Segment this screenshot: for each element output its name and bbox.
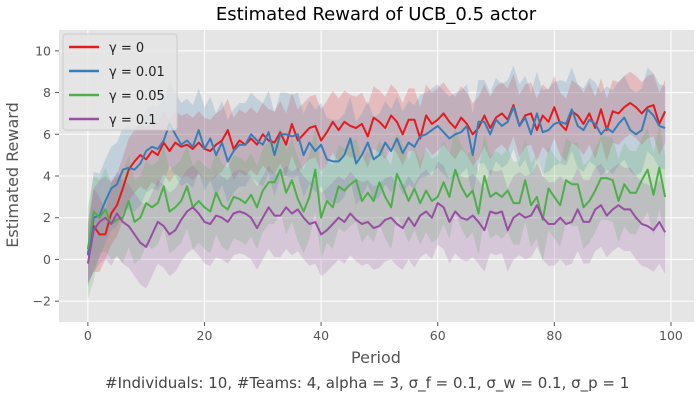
series-0-line [86,102,667,254]
series-1-line [86,106,666,256]
y-axis-label: Estimated Reward [3,102,22,248]
series-lines [86,102,667,264]
legend-label-3: γ = 0.1 [109,113,157,128]
x-tick-label: 40 [313,328,329,343]
axis-ticks: 0 20 40 60 80 100 −2 0 2 4 6 8 10 [33,43,683,343]
x-tick-label: 100 [659,328,683,343]
legend: γ = 0 γ = 0.01 γ = 0.05 γ = 0.1 [62,33,178,131]
y-tick-label: 4 [43,169,51,184]
legend-frame [62,33,178,131]
y-tick-label: 2 [43,210,51,225]
legend-label-0: γ = 0 [109,41,144,56]
y-tick-label: 10 [35,43,51,58]
x-tick-label: 60 [430,328,446,343]
series-3-band [87,161,666,289]
series-3-line [86,202,666,264]
legend-label-2: γ = 0.05 [109,89,165,104]
x-tick-label: 80 [546,328,562,343]
x-axis-label: Period [351,348,401,367]
legend-label-1: γ = 0.01 [109,65,165,80]
parameters-footnote: #Individuals: 10, #Teams: 4, alpha = 3, … [105,374,629,393]
series-1-band [87,65,666,287]
series-2-band [87,125,666,300]
chart-title: Estimated Reward of UCB_0.5 actor [216,4,537,25]
y-tick-label: 6 [43,127,51,142]
y-tick-label: 0 [43,252,51,267]
series-2-line [86,166,667,250]
y-tick-label: 8 [43,85,51,100]
x-tick-label: 0 [84,328,92,343]
x-tick-label: 20 [197,328,213,343]
y-tick-label: −2 [33,294,51,309]
